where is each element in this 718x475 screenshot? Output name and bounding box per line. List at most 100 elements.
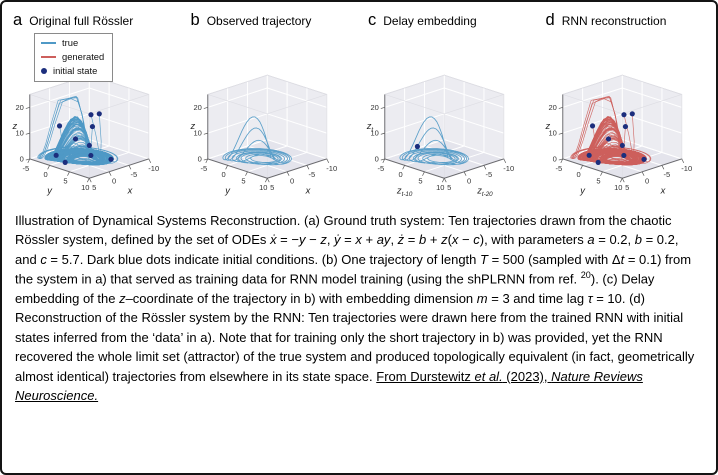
y-tick-label: 0 xyxy=(576,170,580,179)
caption-segment: x xyxy=(355,232,362,248)
panel-letter: a xyxy=(13,11,23,29)
caption-segment: From Durstewitz xyxy=(376,368,475,384)
panel-letter: d xyxy=(545,11,555,29)
initial-state-dot xyxy=(89,123,96,130)
caption-segment: z xyxy=(441,232,448,248)
generated-line-swatch xyxy=(41,56,56,59)
y-tick-label: 10 xyxy=(259,183,267,192)
x-tick-label: 0 xyxy=(289,177,293,186)
caption-segment: m xyxy=(476,290,488,306)
initial-state-dot xyxy=(586,152,592,158)
panel-title: Delay embedding xyxy=(383,14,477,28)
x-tick-label: 5 xyxy=(447,183,451,192)
panel-c-header: c Delay embedding xyxy=(359,6,537,30)
x-tick-label: -5 xyxy=(131,170,138,179)
caption-segment: z xyxy=(119,290,126,306)
y-tick-label: 5 xyxy=(596,177,600,186)
axis-label: y xyxy=(579,185,586,196)
z-tick-label: 20 xyxy=(548,103,556,112)
axis-label: zt-20 xyxy=(476,185,493,198)
panel-title: Observed trajectory xyxy=(206,14,312,28)
y-tick-label: 0 xyxy=(221,170,225,179)
initial-state-dot xyxy=(414,143,420,150)
caption-segment: –coordinate of the trajectory in b) with… xyxy=(125,290,477,306)
caption-segment: a xyxy=(587,232,595,248)
axis-label: z xyxy=(12,120,18,131)
y-tick-label: 5 xyxy=(63,177,67,186)
caption-segment: b xyxy=(419,232,427,248)
y-tick-label: 0 xyxy=(399,170,403,179)
panel-title: RNN reconstruction xyxy=(561,14,667,28)
y-tick-label: -5 xyxy=(555,164,562,173)
trajectory xyxy=(570,97,646,166)
z-tick-label: 0 xyxy=(375,154,379,163)
caption-segment: + xyxy=(426,232,442,248)
axis-label: zt-10 xyxy=(396,185,413,198)
initial-state-dot xyxy=(53,152,59,158)
caption-segment: ẋ xyxy=(270,232,277,248)
caption-segment: = xyxy=(404,232,419,248)
y-tick-label: 0 xyxy=(44,170,48,179)
axis-label: x xyxy=(127,185,133,196)
z-tick-label: 0 xyxy=(552,154,556,163)
initial-state-dot xyxy=(108,156,114,162)
initial-state-dot xyxy=(72,136,79,142)
panel-d: d RNN reconstruction 0 10 20 -5 0 5 10 5 0 -5 -10 z… xyxy=(537,6,715,201)
caption-segment: = 500 (sampled with Δ xyxy=(487,251,621,267)
x-tick-label: 5 xyxy=(625,183,629,192)
initial-state-dot xyxy=(96,111,102,117)
x-tick-label: 0 xyxy=(112,177,116,186)
caption-segment: c xyxy=(473,232,480,248)
initial-state-dot xyxy=(622,123,628,130)
caption-segment: x xyxy=(451,232,459,248)
initial-state-dot xyxy=(595,159,601,165)
caption-segment: Illustration of Dynamical Systems Recons… xyxy=(15,212,672,248)
trajectory xyxy=(399,116,469,166)
legend-label: true xyxy=(62,37,79,48)
x-tick-label: -10 xyxy=(148,164,159,173)
axis-label: x xyxy=(304,185,310,196)
panel-a-header: a Original full Rössler xyxy=(4,6,182,30)
z-tick-label: 0 xyxy=(20,154,24,163)
initial-state-dot xyxy=(620,152,626,159)
y-tick-label: -5 xyxy=(377,164,384,173)
caption-segment: ay xyxy=(376,232,391,248)
legend-item: generated xyxy=(41,50,104,64)
z-tick-label: 10 xyxy=(370,129,378,138)
caption-segment: τ xyxy=(587,290,593,306)
z-tick-label: 20 xyxy=(370,103,378,112)
axis-label: z xyxy=(544,120,550,131)
x-tick-label: -10 xyxy=(326,164,337,173)
caption-segment: ( xyxy=(447,232,452,248)
caption-segment: = 0.2, xyxy=(594,232,635,248)
z-tick-label: 20 xyxy=(15,103,23,112)
initial-state-dot xyxy=(62,159,68,165)
panel-d-header: d RNN reconstruction xyxy=(537,6,715,30)
x-tick-label: 5 xyxy=(92,183,96,192)
caption-segment: ). (c) Delay embedding of the xyxy=(15,271,655,306)
true-line-swatch xyxy=(41,42,56,45)
panel-a: a Original full Rössler true generated i… xyxy=(4,6,182,201)
caption-segment: t xyxy=(620,251,625,267)
caption-segment: c xyxy=(40,251,47,267)
initial-state-dot xyxy=(620,112,627,118)
initial-state-dot xyxy=(619,142,625,148)
z-tick-label: 20 xyxy=(193,103,201,112)
caption-segment: + xyxy=(361,232,377,248)
figure-caption: Illustration of Dynamical Systems Recons… xyxy=(2,201,716,406)
caption-segment: ẏ xyxy=(334,232,341,248)
axis-label: y xyxy=(224,185,231,196)
initial-state-dot-swatch xyxy=(41,68,47,75)
trajectory xyxy=(577,116,647,166)
panel-letter: c xyxy=(368,11,377,29)
initial-state-dot xyxy=(605,136,611,142)
y-tick-label: 10 xyxy=(81,183,89,192)
caption-segment: ż xyxy=(397,232,405,248)
y-tick-label: 5 xyxy=(418,177,422,186)
caption-segment: = 0.1) from the system in a) that served… xyxy=(15,251,692,287)
initial-state-dot xyxy=(88,152,94,159)
